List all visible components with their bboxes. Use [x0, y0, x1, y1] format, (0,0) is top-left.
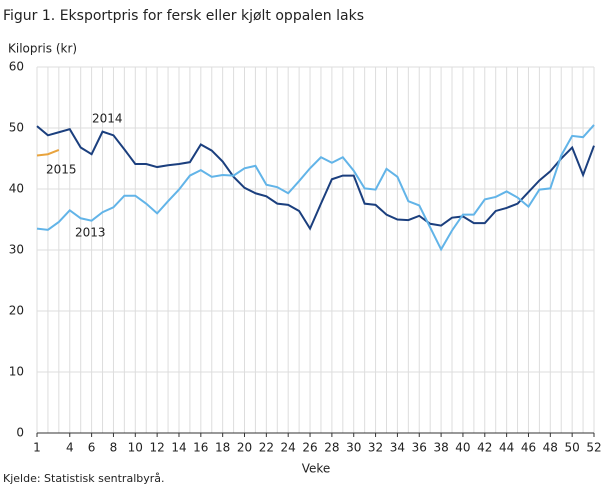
- x-tick-label: 20: [237, 441, 252, 455]
- x-tick-label: 16: [193, 441, 208, 455]
- x-tick-label: 4: [66, 441, 74, 455]
- x-tick-label: 22: [259, 441, 274, 455]
- series-label: 2013: [75, 226, 106, 240]
- x-tick-label: 8: [110, 441, 118, 455]
- x-tick-label: 32: [368, 441, 383, 455]
- series-line: [36, 125, 595, 231]
- x-tick-label: 24: [281, 441, 296, 455]
- x-tick-label: 48: [543, 441, 558, 455]
- x-tick-label: 1: [33, 441, 41, 455]
- y-tick-label: 20: [9, 304, 24, 318]
- y-tick-label: 60: [9, 60, 24, 74]
- x-tick-label: 50: [565, 441, 580, 455]
- y-tick-label: 30: [9, 243, 24, 257]
- y-tick-label: 50: [9, 121, 24, 135]
- x-tick-label: 34: [390, 441, 405, 455]
- x-tick-label: 18: [215, 441, 230, 455]
- x-axis-label: Veke: [302, 462, 331, 476]
- x-tick-label: 40: [455, 441, 470, 455]
- y-axis-label: Kilopris (kr): [8, 42, 77, 56]
- x-tick-label: 26: [302, 441, 317, 455]
- chart-title: Figur 1. Eksportpris for fersk eller kjø…: [3, 8, 364, 24]
- x-tick-label: 30: [346, 441, 361, 455]
- series-line: [36, 124, 595, 252]
- series-label: 2015: [46, 163, 77, 177]
- x-tick-label: 38: [433, 441, 448, 455]
- y-tick-label: 10: [9, 365, 24, 379]
- source: Kjelde: Statistisk sentralbyrå.: [3, 472, 165, 485]
- x-tick-label: 36: [412, 441, 427, 455]
- series-line: [36, 149, 60, 157]
- x-tick-label: 46: [521, 441, 536, 455]
- x-tick-label: 12: [149, 441, 164, 455]
- x-tick-label: 52: [586, 441, 601, 455]
- series-label: 2014: [92, 112, 123, 126]
- x-tick-label: 6: [88, 441, 96, 455]
- y-tick-label: 0: [16, 426, 24, 440]
- y-tick-label: 40: [9, 182, 24, 196]
- x-tick-label: 42: [477, 441, 492, 455]
- x-tick-label: 14: [171, 441, 186, 455]
- x-tick-label: 44: [499, 441, 514, 455]
- x-tick-label: 10: [128, 441, 143, 455]
- x-tick-label: 28: [324, 441, 339, 455]
